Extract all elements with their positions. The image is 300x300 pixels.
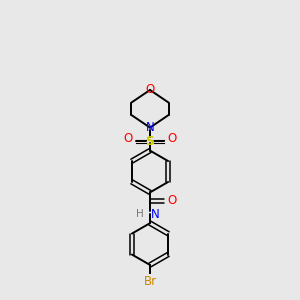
Text: O: O xyxy=(123,132,133,145)
Text: O: O xyxy=(167,132,177,145)
Text: N: N xyxy=(151,208,159,221)
Text: S: S xyxy=(146,134,154,148)
Text: H: H xyxy=(136,209,143,219)
Text: O: O xyxy=(146,83,154,97)
Text: O: O xyxy=(168,194,177,207)
Text: Br: Br xyxy=(143,274,157,287)
Text: N: N xyxy=(146,121,154,134)
